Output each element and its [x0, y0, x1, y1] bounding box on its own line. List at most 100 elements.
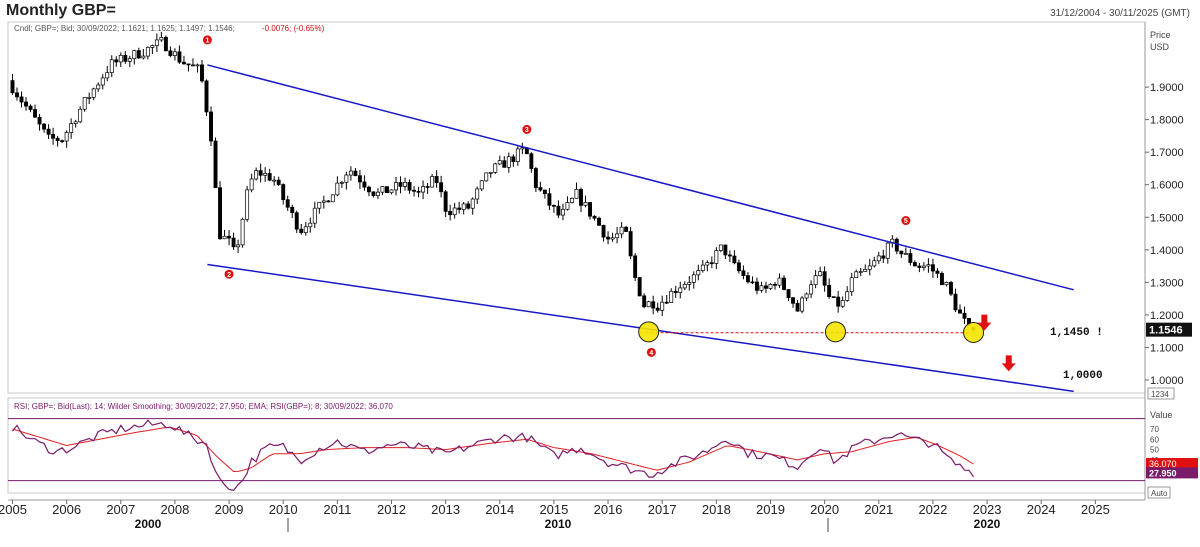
rsi-ema-line: [12, 426, 974, 473]
candle-body: [542, 189, 547, 195]
candle-body: [60, 140, 65, 142]
support-highlight-circle: [638, 321, 660, 343]
candle-body: [917, 265, 922, 268]
candle-body: [312, 207, 317, 224]
candle-body: [163, 36, 168, 52]
rsi-tick-label: 60: [1150, 435, 1159, 444]
candle-body: [813, 275, 818, 286]
year-label: 2019: [756, 502, 785, 517]
candle-body: [330, 194, 335, 203]
candle-body: [394, 182, 398, 191]
candle-body: [723, 244, 728, 256]
candle-body: [709, 262, 714, 264]
candle-body: [376, 191, 380, 196]
candle-body: [768, 284, 773, 289]
rsi-tick-label: 50: [1150, 446, 1159, 455]
candle-body: [200, 64, 204, 82]
candle-body: [204, 80, 209, 113]
candle-body: [854, 271, 859, 279]
candle-body: [443, 191, 448, 212]
candle-body: [249, 178, 254, 191]
candle-body: [691, 274, 696, 283]
rsi-axis-title: Value: [1150, 410, 1172, 420]
candle-body: [565, 202, 570, 210]
candle-body: [958, 309, 962, 314]
candle-body: [836, 296, 841, 307]
candle-body: [736, 262, 741, 272]
candle-body: [642, 295, 647, 308]
candle-body: [64, 132, 69, 142]
candle-body: [637, 277, 642, 297]
price-legend-name: Cndl; GBP=; Bid; 30/09/2022; 1.1621; 1.1…: [14, 24, 235, 33]
year-label: 2024: [1027, 502, 1056, 517]
candle-body: [425, 186, 430, 188]
candle-body: [921, 265, 926, 268]
candle-body: [127, 58, 132, 62]
wave-label: 3: [525, 127, 529, 134]
candle-body: [195, 64, 200, 67]
price-tick-label: 1.5000: [1150, 212, 1184, 224]
candle-body: [281, 184, 286, 201]
candle-body: [818, 271, 823, 277]
candle-body: [849, 277, 854, 293]
candle-body: [145, 47, 150, 57]
candle-body: [263, 173, 268, 176]
candle-body: [10, 80, 15, 94]
wave-label: 4: [649, 350, 653, 357]
candle-body: [344, 174, 349, 183]
candle-body: [24, 101, 28, 107]
candle-body: [606, 236, 611, 240]
year-label: 2016: [594, 502, 623, 517]
candle-body: [308, 222, 313, 228]
candle-body: [786, 289, 791, 299]
candle-body: [448, 211, 453, 216]
candle-body: [385, 186, 389, 194]
scale-box[interactable]: [1147, 387, 1175, 400]
candle-body: [69, 123, 74, 133]
price-tick-label: 1.1000: [1150, 342, 1184, 354]
candle-body: [118, 54, 123, 63]
candle-body: [33, 109, 38, 118]
candle-body: [809, 284, 814, 295]
decade-label: 2020: [974, 517, 1001, 531]
candle-body: [610, 237, 615, 240]
wave-marker: [224, 269, 234, 279]
candle-body: [651, 301, 656, 309]
price-axis-unit: USD: [1150, 42, 1170, 52]
wave-marker: [202, 35, 212, 45]
price-tick-label: 1.3000: [1150, 277, 1184, 289]
candle-body: [28, 105, 33, 110]
candle-body: [15, 92, 19, 98]
candle-body: [502, 160, 507, 168]
candle-body: [78, 108, 83, 123]
channel-upper-line: [207, 64, 1074, 291]
candle-body: [930, 264, 935, 272]
year-label: 2013: [431, 502, 460, 517]
auto-scale-button[interactable]: [1147, 486, 1171, 499]
candle-body: [366, 186, 371, 193]
candle-body: [272, 179, 277, 182]
candle-body: [362, 181, 367, 188]
candle-body: [845, 291, 850, 301]
candle-body: [421, 186, 426, 193]
candle-body: [317, 201, 322, 209]
candle-body: [533, 168, 538, 188]
candle-body: [222, 235, 227, 240]
candle-body: [172, 51, 177, 56]
candle-body: [254, 170, 259, 180]
auto-scale-label: Auto: [1151, 489, 1168, 498]
candle-body: [141, 55, 146, 59]
year-label: 2017: [648, 502, 677, 517]
candle-body: [840, 300, 845, 307]
price-tick-label: 1.2000: [1150, 310, 1184, 322]
candle-body: [109, 59, 114, 73]
candle-body: [935, 270, 940, 274]
candle-body: [669, 290, 674, 303]
candle-body: [764, 285, 768, 289]
candle-body: [294, 212, 299, 230]
ema-value-tag: [1146, 458, 1198, 470]
candle-body: [168, 50, 173, 56]
year-label: 2020: [810, 502, 839, 517]
candle-body: [389, 189, 394, 194]
